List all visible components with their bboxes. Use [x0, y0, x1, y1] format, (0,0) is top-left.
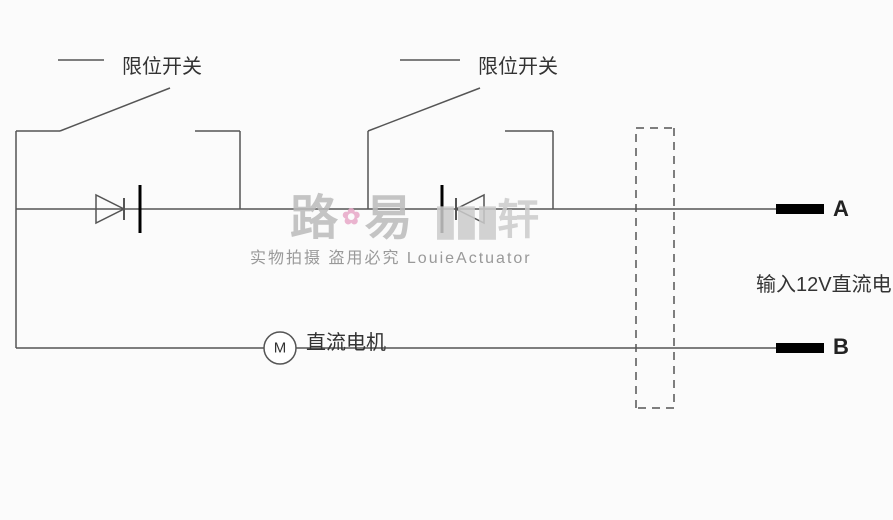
input-power-label: 输入12V直流电 [756, 268, 892, 297]
dc-motor-label: 直流电机 [306, 326, 386, 355]
limit-switch-left-label: 限位开关 [122, 50, 202, 79]
terminal-b-bar [776, 343, 824, 353]
svg-text:M: M [274, 340, 287, 357]
watermark-sub: 实物拍摄 盗用必究 LouieActuator [250, 244, 532, 268]
terminal-b-label: B [833, 334, 849, 360]
limit-switch-right-label: 限位开关 [478, 50, 558, 79]
watermark-main: 路✿易 ▮▮▮轩 [290, 178, 537, 248]
terminal-a-bar [776, 204, 824, 214]
terminal-a-label: A [833, 196, 849, 222]
